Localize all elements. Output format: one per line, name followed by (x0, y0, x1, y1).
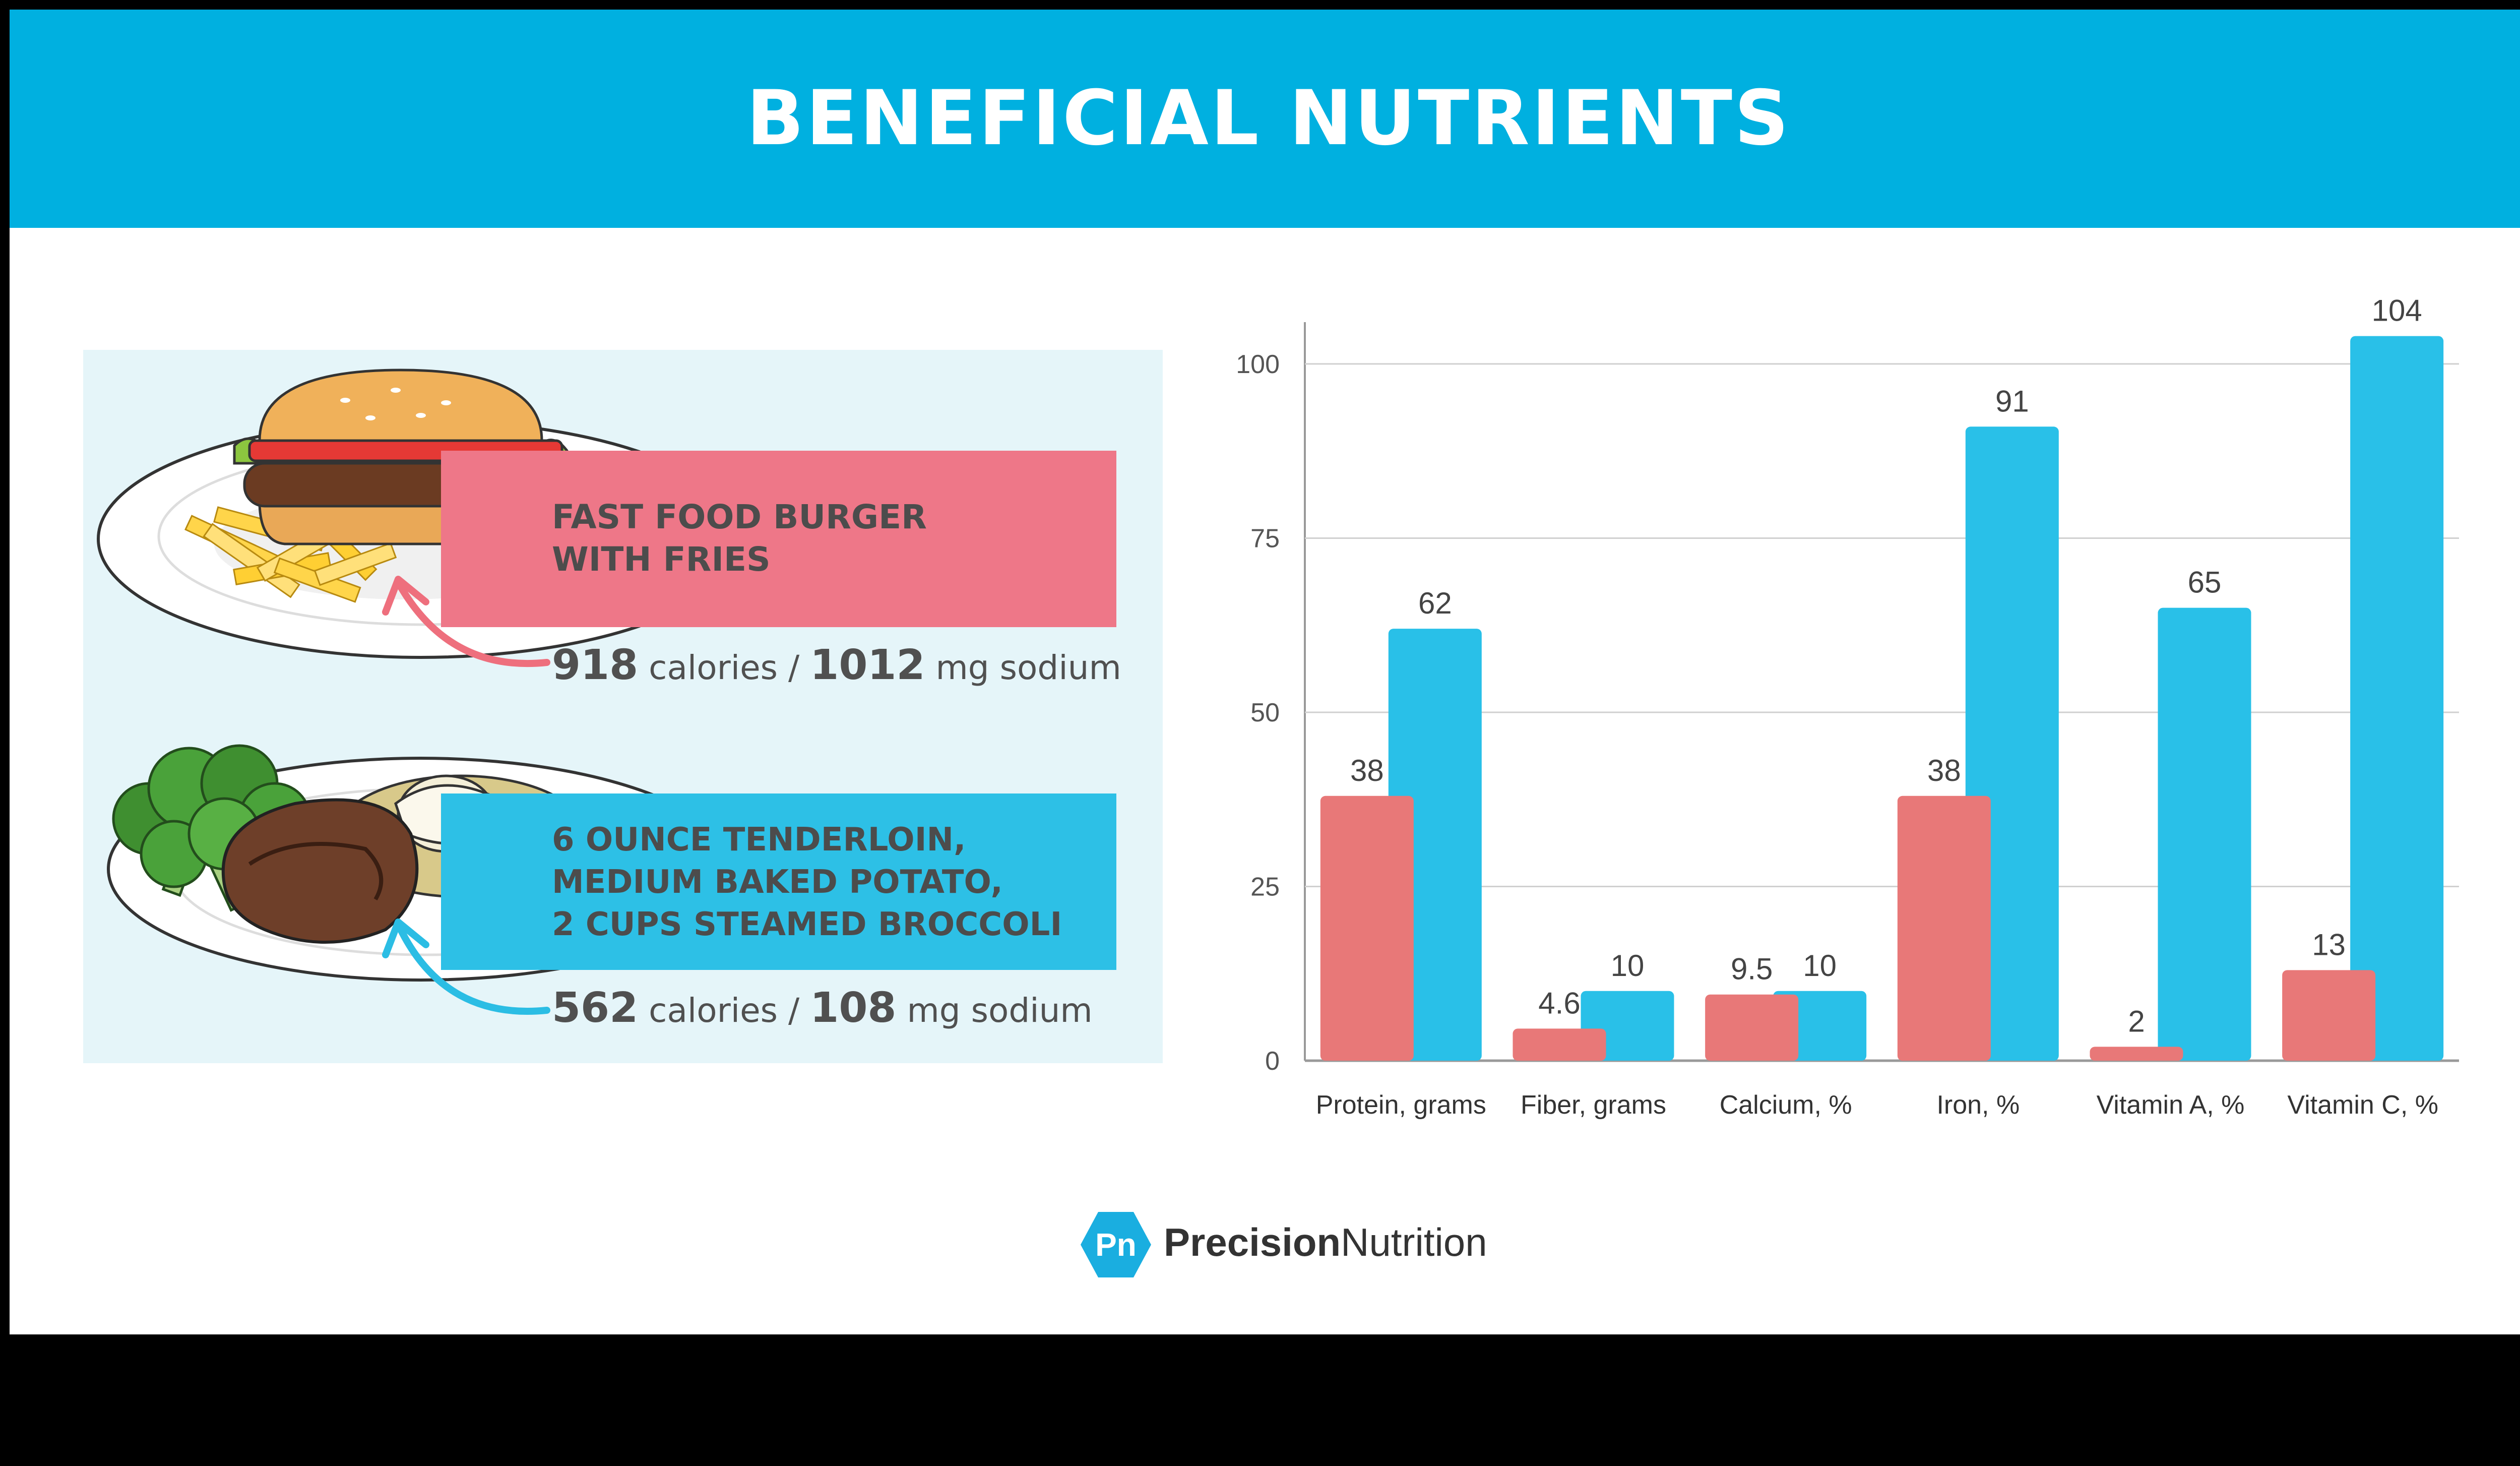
page-title: BENEFICIAL NUTRIENTS (746, 75, 1791, 162)
bar (2158, 607, 2251, 1061)
data-label: 62 (1418, 586, 1452, 620)
meal-stats-fast-food: 918 calories / 1012 mg sodium (552, 641, 1121, 689)
data-label: 91 (1995, 384, 2029, 418)
meal-name-line: FAST FOOD BURGER (552, 498, 927, 536)
data-label: 10 (1611, 949, 1645, 983)
data-label: 9.5 (1731, 952, 1773, 986)
data-label: 38 (1350, 754, 1384, 787)
pn-logo-icon: Pn (1081, 1212, 1151, 1277)
x-tick-label: Calcium, % (1720, 1090, 1852, 1120)
x-tick-label: Protein, grams (1316, 1090, 1486, 1120)
sodium-value: 1012 (810, 641, 925, 689)
meal-name-line: MEDIUM BAKED POTATO, (552, 864, 1003, 901)
calories-value: 562 (552, 984, 639, 1032)
bar (1705, 994, 1799, 1061)
data-label: 65 (2188, 566, 2222, 599)
meal-stats-tenderloin: 562 calories / 108 mg sodium (552, 984, 1093, 1032)
calories-unit: calories / (649, 648, 800, 687)
nutrient-bar-chart: 0 25 50 75 100 38 62 Protein, grams 4.6 10 Fiber, … (1236, 294, 2459, 1120)
meal-banner-tenderloin: 6 OUNCE TENDERLOIN, MEDIUM BAKED POTATO,… (441, 793, 1116, 970)
sodium-unit: mg sodium (935, 648, 1121, 687)
header-bar: BENEFICIAL NUTRIENTS (10, 10, 2520, 228)
meal-comparison-panel: FAST FOOD BURGER WITH FRIES 918 calories… (83, 350, 1163, 1063)
data-label: 10 (1803, 949, 1837, 983)
brand-name: PrecisionNutrition (1164, 1219, 1487, 1265)
chart-bars (1320, 336, 2444, 1061)
y-tick-label: 100 (1236, 350, 1280, 379)
meal-name-line: 6 OUNCE TENDERLOIN, (552, 821, 966, 859)
chart-labels: 0 25 50 75 100 38 62 Protein, grams 4.6 10 Fiber, … (1236, 294, 2438, 1120)
data-label: 2 (2128, 1004, 2145, 1038)
x-tick-label: Fiber, grams (1521, 1090, 1666, 1120)
data-label: 4.6 (1538, 986, 1580, 1020)
y-tick-label: 0 (1265, 1047, 1280, 1076)
steak-icon (221, 798, 419, 944)
brand-name-bold: Precision (1164, 1220, 1341, 1264)
bar (1897, 796, 1991, 1061)
meal-name-line: WITH FRIES (552, 540, 771, 579)
x-tick-label: Vitamin C, % (2287, 1090, 2438, 1120)
logo-text: Pn (1095, 1227, 1137, 1263)
y-tick-label: 50 (1250, 698, 1280, 727)
calories-unit: calories / (649, 991, 800, 1030)
arrow-icon (397, 583, 550, 667)
data-label: 38 (1927, 754, 1961, 787)
bar (1513, 1028, 1606, 1061)
bar (2282, 970, 2376, 1061)
bar (1320, 796, 1414, 1061)
brand-name-regular: Nutrition (1341, 1220, 1487, 1264)
x-tick-label: Vitamin A, % (2097, 1090, 2245, 1120)
brand-logo: Pn PrecisionNutrition (1078, 1209, 1582, 1280)
meal-banner-fast-food: FAST FOOD BURGER WITH FRIES (441, 451, 1116, 627)
y-tick-label: 75 (1250, 524, 1280, 553)
y-tick-label: 25 (1250, 872, 1280, 901)
data-label: 104 (2372, 294, 2422, 328)
x-tick-label: Iron, % (1936, 1090, 2020, 1120)
infographic-card: BENEFICIAL NUTRIENTS (10, 10, 2520, 1334)
chart-grid (1304, 322, 2459, 1062)
meal-name-line: 2 CUPS STEAMED BROCCOLI (552, 906, 1062, 943)
data-label: 13 (2312, 928, 2346, 961)
bar (2090, 1047, 2183, 1061)
sodium-unit: mg sodium (907, 991, 1093, 1030)
sodium-value: 108 (810, 984, 897, 1032)
bar (2350, 336, 2444, 1061)
calories-value: 918 (552, 641, 639, 689)
arrow-icon (397, 926, 550, 1015)
